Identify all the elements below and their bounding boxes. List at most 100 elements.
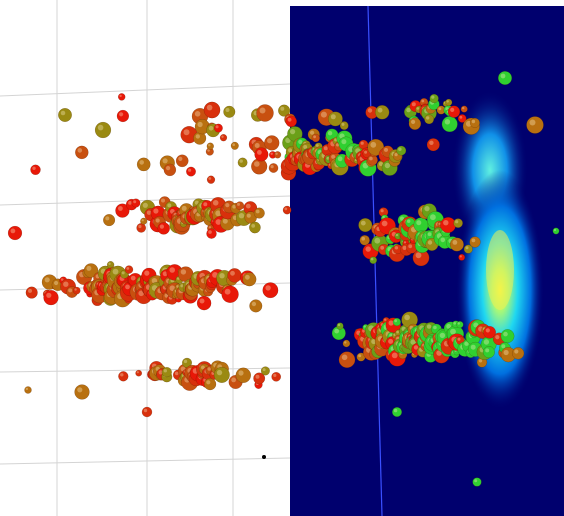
particle-highlight bbox=[287, 117, 292, 122]
particle-highlight bbox=[485, 348, 490, 353]
particle bbox=[483, 325, 496, 339]
particle-highlight bbox=[183, 129, 190, 136]
particle-highlight bbox=[144, 270, 150, 276]
particle bbox=[469, 236, 481, 248]
particle-highlight bbox=[188, 168, 192, 172]
particle-highlight bbox=[207, 149, 210, 152]
particle bbox=[254, 147, 269, 162]
particle-highlight bbox=[215, 210, 222, 217]
particle-highlight bbox=[208, 226, 212, 229]
particle bbox=[213, 366, 230, 383]
particle-highlight bbox=[457, 337, 461, 341]
particle bbox=[359, 234, 370, 246]
particle-highlight bbox=[416, 107, 420, 110]
particle bbox=[447, 105, 461, 118]
particle-highlight bbox=[402, 245, 407, 250]
particle-highlight bbox=[529, 119, 536, 126]
density-plane bbox=[290, 5, 564, 516]
particle-highlight bbox=[136, 371, 139, 374]
particle-highlight bbox=[133, 200, 137, 204]
particle bbox=[278, 104, 291, 117]
particle bbox=[253, 372, 266, 385]
particle bbox=[342, 339, 351, 348]
particle-highlight bbox=[377, 107, 383, 113]
particle-highlight bbox=[370, 141, 377, 148]
particle-highlight bbox=[514, 349, 519, 354]
particle-highlight bbox=[326, 156, 330, 160]
particle-highlight bbox=[398, 147, 402, 151]
particle-highlight bbox=[265, 285, 271, 291]
particle-highlight bbox=[284, 207, 288, 211]
particle-highlight bbox=[255, 374, 260, 379]
particle-highlight bbox=[439, 332, 446, 339]
particle bbox=[237, 157, 248, 168]
particle bbox=[136, 223, 147, 233]
particle bbox=[445, 98, 453, 107]
particle bbox=[264, 135, 280, 151]
particle-highlight bbox=[195, 134, 200, 139]
particle-highlight bbox=[471, 119, 476, 124]
particle-highlight bbox=[367, 108, 373, 113]
particle bbox=[472, 477, 482, 487]
particle bbox=[235, 201, 245, 211]
particle bbox=[249, 299, 263, 313]
particle-highlight bbox=[181, 205, 187, 211]
particle bbox=[25, 286, 38, 299]
particle-highlight bbox=[334, 328, 340, 334]
particle bbox=[429, 93, 439, 104]
particle-highlight bbox=[313, 135, 316, 139]
particle-highlight bbox=[44, 277, 50, 283]
particle-highlight bbox=[320, 111, 327, 118]
particle-highlight bbox=[161, 198, 165, 203]
particle-highlight bbox=[391, 352, 398, 359]
particle bbox=[223, 105, 236, 118]
particle-highlight bbox=[239, 159, 243, 163]
particle bbox=[511, 347, 525, 360]
particle bbox=[453, 218, 463, 228]
particle-highlight bbox=[413, 345, 419, 350]
particle-highlight bbox=[288, 148, 293, 153]
particle bbox=[83, 263, 99, 278]
particle-highlight bbox=[421, 99, 425, 103]
particle-highlight bbox=[341, 122, 345, 126]
particle-highlight bbox=[216, 369, 223, 376]
particle-highlight bbox=[219, 273, 225, 279]
particle-highlight bbox=[245, 203, 251, 209]
particle bbox=[230, 141, 239, 150]
particle-highlight bbox=[119, 112, 124, 117]
particle-highlight bbox=[453, 322, 457, 325]
particle-highlight bbox=[183, 359, 188, 364]
particle-highlight bbox=[365, 246, 371, 252]
particle-highlight bbox=[395, 233, 399, 237]
particle-highlight bbox=[440, 237, 446, 243]
particle-highlight bbox=[167, 203, 172, 208]
particle bbox=[358, 218, 373, 233]
particle-highlight bbox=[411, 102, 416, 107]
particle bbox=[72, 286, 81, 295]
particle-highlight bbox=[28, 288, 32, 293]
particle-highlight bbox=[77, 387, 83, 393]
particle-highlight bbox=[97, 124, 104, 131]
particle bbox=[206, 175, 216, 184]
particles bbox=[7, 70, 560, 487]
particle-highlight bbox=[369, 156, 373, 161]
particle-highlight bbox=[470, 344, 476, 350]
particle-highlight bbox=[232, 204, 236, 209]
particle-highlight bbox=[208, 144, 211, 147]
particle-highlight bbox=[231, 377, 237, 383]
particle bbox=[268, 163, 279, 173]
particle-highlight bbox=[503, 349, 509, 356]
particle-highlight bbox=[169, 267, 175, 273]
particle-highlight bbox=[330, 114, 336, 120]
particle-highlight bbox=[337, 156, 343, 162]
particle bbox=[163, 163, 177, 177]
particle-highlight bbox=[153, 208, 159, 214]
particle bbox=[441, 116, 458, 133]
particle-highlight bbox=[63, 281, 69, 287]
particle-highlight bbox=[25, 387, 29, 391]
particle-highlight bbox=[275, 152, 278, 155]
particle-highlight bbox=[474, 479, 478, 483]
particle-highlight bbox=[215, 219, 222, 225]
particle bbox=[249, 221, 261, 234]
